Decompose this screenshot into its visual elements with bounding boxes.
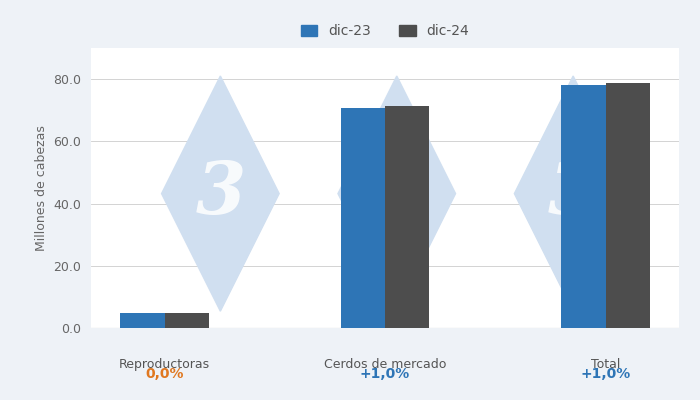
Bar — [164, 313, 209, 328]
Text: 3: 3 — [195, 158, 246, 229]
Bar — [561, 85, 605, 328]
Bar — [341, 108, 385, 328]
Polygon shape — [162, 76, 279, 311]
Polygon shape — [338, 76, 456, 311]
Text: +1,0%: +1,0% — [580, 367, 631, 381]
Y-axis label: Millones de cabezas: Millones de cabezas — [35, 125, 48, 251]
Bar — [120, 313, 164, 328]
Text: +1,0%: +1,0% — [360, 367, 410, 381]
Text: 3: 3 — [548, 158, 598, 229]
Text: 0,0%: 0,0% — [146, 367, 183, 381]
Bar — [606, 82, 650, 328]
Bar — [385, 106, 429, 328]
Polygon shape — [514, 76, 632, 311]
Text: 3: 3 — [372, 158, 422, 229]
Legend: dic-23, dic-24: dic-23, dic-24 — [295, 18, 475, 44]
